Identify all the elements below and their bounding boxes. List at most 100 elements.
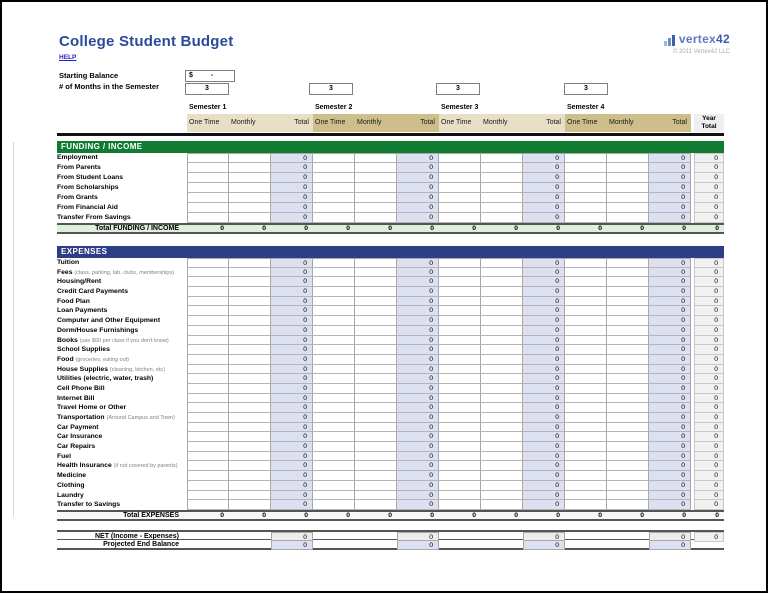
amount-cell-one-time[interactable] [187, 183, 229, 193]
amount-cell-one-time[interactable] [313, 461, 355, 472]
amount-cell-one-time[interactable] [565, 364, 607, 375]
amount-cell-monthly[interactable] [229, 258, 271, 268]
amount-cell-monthly[interactable] [607, 471, 649, 481]
amount-cell-monthly[interactable] [355, 490, 397, 501]
amount-cell-one-time[interactable] [565, 203, 607, 213]
amount-cell-monthly[interactable] [607, 422, 649, 433]
amount-cell-monthly[interactable] [481, 374, 523, 384]
amount-cell-one-time[interactable] [187, 325, 229, 336]
amount-cell-one-time[interactable] [313, 403, 355, 413]
amount-cell-one-time[interactable] [565, 480, 607, 491]
amount-cell-one-time[interactable] [439, 480, 481, 491]
amount-cell-one-time[interactable] [187, 354, 229, 365]
amount-cell-one-time[interactable] [565, 153, 607, 163]
amount-cell-monthly[interactable] [229, 335, 271, 346]
amount-cell-monthly[interactable] [229, 325, 271, 336]
amount-cell-monthly[interactable] [481, 267, 523, 278]
amount-cell-monthly[interactable] [607, 413, 649, 423]
amount-cell-monthly[interactable] [481, 213, 523, 223]
amount-cell-one-time[interactable] [313, 442, 355, 452]
amount-cell-one-time[interactable] [565, 335, 607, 346]
amount-cell-monthly[interactable] [607, 383, 649, 394]
amount-cell-monthly[interactable] [481, 296, 523, 307]
amount-cell-one-time[interactable] [439, 383, 481, 394]
amount-cell-monthly[interactable] [481, 316, 523, 326]
amount-cell-monthly[interactable] [481, 173, 523, 183]
amount-cell-monthly[interactable] [481, 277, 523, 288]
amount-cell-one-time[interactable] [187, 287, 229, 297]
amount-cell-one-time[interactable] [565, 316, 607, 326]
amount-cell-one-time[interactable] [187, 374, 229, 384]
amount-cell-one-time[interactable] [313, 480, 355, 491]
amount-cell-one-time[interactable] [439, 393, 481, 404]
amount-cell-one-time[interactable] [313, 471, 355, 481]
amount-cell-monthly[interactable] [607, 403, 649, 413]
amount-cell-monthly[interactable] [229, 296, 271, 307]
amount-cell-monthly[interactable] [229, 316, 271, 326]
amount-cell-monthly[interactable] [607, 267, 649, 278]
amount-cell-monthly[interactable] [481, 442, 523, 452]
amount-cell-monthly[interactable] [355, 442, 397, 452]
amount-cell-one-time[interactable] [439, 325, 481, 336]
amount-cell-one-time[interactable] [439, 296, 481, 307]
amount-cell-one-time[interactable] [187, 345, 229, 355]
amount-cell-one-time[interactable] [439, 354, 481, 365]
amount-cell-monthly[interactable] [607, 193, 649, 203]
amount-cell-monthly[interactable] [607, 163, 649, 173]
amount-cell-monthly[interactable] [355, 325, 397, 336]
amount-cell-one-time[interactable] [313, 183, 355, 193]
amount-cell-one-time[interactable] [439, 183, 481, 193]
amount-cell-one-time[interactable] [313, 296, 355, 307]
amount-cell-one-time[interactable] [439, 461, 481, 472]
amount-cell-one-time[interactable] [313, 163, 355, 173]
amount-cell-one-time[interactable] [565, 287, 607, 297]
amount-cell-monthly[interactable] [355, 364, 397, 375]
amount-cell-one-time[interactable] [439, 422, 481, 433]
amount-cell-one-time[interactable] [187, 403, 229, 413]
amount-cell-one-time[interactable] [313, 277, 355, 288]
amount-cell-one-time[interactable] [565, 267, 607, 278]
amount-cell-one-time[interactable] [187, 296, 229, 307]
amount-cell-one-time[interactable] [187, 451, 229, 462]
amount-cell-one-time[interactable] [565, 403, 607, 413]
amount-cell-monthly[interactable] [481, 287, 523, 297]
amount-cell-monthly[interactable] [607, 183, 649, 193]
amount-cell-one-time[interactable] [313, 422, 355, 433]
amount-cell-one-time[interactable] [439, 335, 481, 346]
amount-cell-monthly[interactable] [607, 374, 649, 384]
amount-cell-one-time[interactable] [187, 490, 229, 501]
amount-cell-one-time[interactable] [439, 258, 481, 268]
amount-cell-one-time[interactable] [565, 413, 607, 423]
amount-cell-monthly[interactable] [229, 442, 271, 452]
amount-cell-one-time[interactable] [313, 383, 355, 394]
amount-cell-one-time[interactable] [313, 393, 355, 404]
amount-cell-one-time[interactable] [187, 383, 229, 394]
amount-cell-one-time[interactable] [565, 193, 607, 203]
amount-cell-monthly[interactable] [607, 325, 649, 336]
amount-cell-one-time[interactable] [565, 442, 607, 452]
amount-cell-monthly[interactable] [607, 461, 649, 472]
amount-cell-monthly[interactable] [229, 345, 271, 355]
amount-cell-monthly[interactable] [607, 213, 649, 223]
amount-cell-monthly[interactable] [481, 354, 523, 365]
amount-cell-one-time[interactable] [565, 173, 607, 183]
amount-cell-one-time[interactable] [439, 193, 481, 203]
amount-cell-monthly[interactable] [607, 393, 649, 404]
amount-cell-monthly[interactable] [229, 173, 271, 183]
amount-cell-monthly[interactable] [229, 393, 271, 404]
amount-cell-monthly[interactable] [355, 193, 397, 203]
amount-cell-one-time[interactable] [439, 213, 481, 223]
months-input-sem3[interactable]: 3 [436, 83, 480, 95]
amount-cell-monthly[interactable] [481, 393, 523, 404]
amount-cell-one-time[interactable] [439, 451, 481, 462]
amount-cell-one-time[interactable] [187, 316, 229, 326]
amount-cell-monthly[interactable] [481, 413, 523, 423]
amount-cell-one-time[interactable] [565, 461, 607, 472]
amount-cell-monthly[interactable] [355, 173, 397, 183]
amount-cell-one-time[interactable] [313, 203, 355, 213]
amount-cell-monthly[interactable] [481, 183, 523, 193]
amount-cell-one-time[interactable] [565, 277, 607, 288]
amount-cell-one-time[interactable] [313, 213, 355, 223]
amount-cell-one-time[interactable] [187, 203, 229, 213]
amount-cell-monthly[interactable] [229, 193, 271, 203]
